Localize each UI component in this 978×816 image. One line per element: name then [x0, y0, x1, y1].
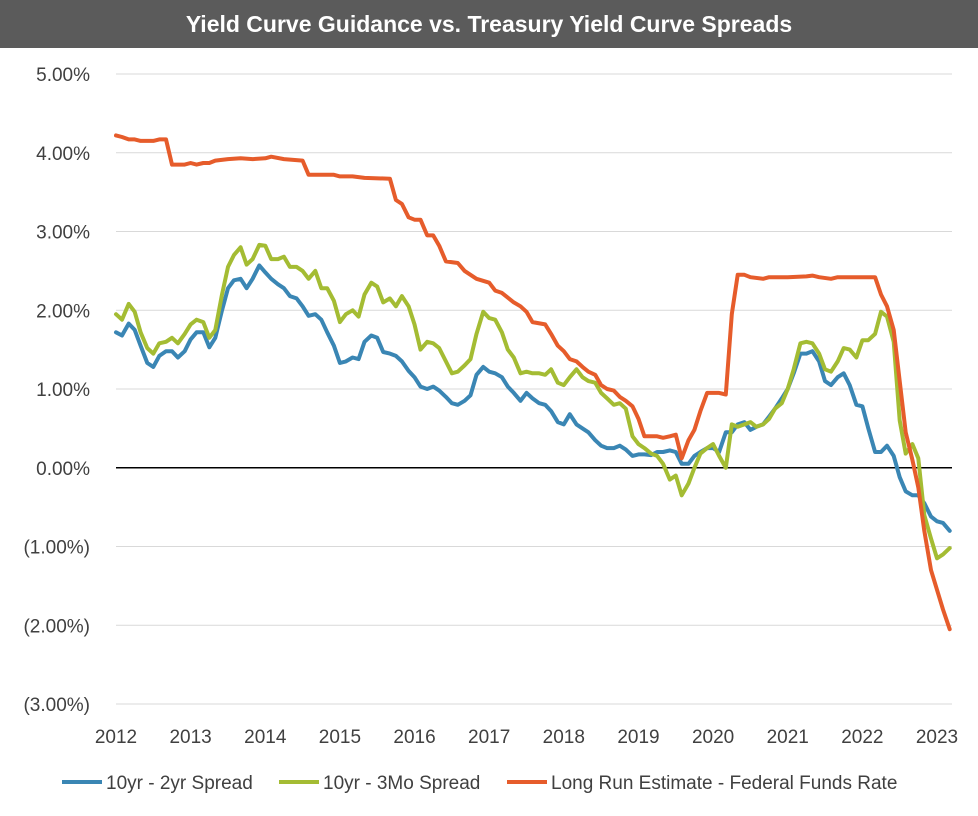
x-tick-label: 2018: [543, 727, 585, 748]
series-line-10yr-3mo-spread: [114, 242, 952, 561]
y-tick-label: 5.00%: [36, 65, 90, 86]
series-lines: [114, 133, 952, 632]
y-tick-label: 3.00%: [36, 223, 90, 244]
y-axis-tick-labels: 5.00% 4.00% 3.00% 2.00% 1.00% 0.00% (1.00%) (2.…: [23, 65, 90, 716]
x-tick-label: 2015: [319, 727, 361, 748]
y-tick-label: 4.00%: [36, 144, 90, 165]
x-tick-label: 2019: [617, 727, 659, 748]
y-tick-label: 1.00%: [36, 380, 90, 401]
x-tick-label: 2021: [767, 727, 809, 748]
grid-lines: [116, 73, 952, 705]
y-tick-label: 0.00%: [36, 459, 90, 480]
y-tick-label: (3.00%): [23, 695, 90, 716]
x-tick-label: 2022: [841, 727, 883, 748]
chart-title: Yield Curve Guidance vs. Treasury Yield …: [0, 0, 978, 48]
y-tick-label: (2.00%): [23, 616, 90, 637]
series-line-10yr-2yr-spread: [114, 263, 952, 533]
series-line-long-run-estimate-federal-funds-rate: [114, 133, 952, 632]
x-tick-label: 2020: [692, 727, 734, 748]
y-tick-label: (1.00%): [23, 538, 90, 559]
legend: 10yr - 2yr Spread 10yr - 3Mo Spread Long R…: [62, 773, 897, 794]
x-axis-tick-labels: 2012 2013 2014 2015 2016 2017 2018 2019 2020 2021…: [95, 727, 958, 748]
x-tick-label: 2012: [95, 727, 137, 748]
x-tick-label: 2023: [916, 727, 958, 748]
x-tick-label: 2016: [393, 727, 435, 748]
legend-label: 10yr - 3Mo Spread: [323, 773, 480, 794]
x-tick-label: 2014: [244, 727, 287, 748]
legend-label: 10yr - 2yr Spread: [106, 773, 253, 794]
y-tick-label: 2.00%: [36, 301, 90, 322]
legend-label: Long Run Estimate - Federal Funds Rate: [551, 773, 897, 794]
x-tick-label: 2013: [169, 727, 211, 748]
chart-area: 5.00% 4.00% 3.00% 2.00% 1.00% 0.00% (1.00%) (2.…: [23, 65, 958, 794]
x-tick-label: 2017: [468, 727, 510, 748]
